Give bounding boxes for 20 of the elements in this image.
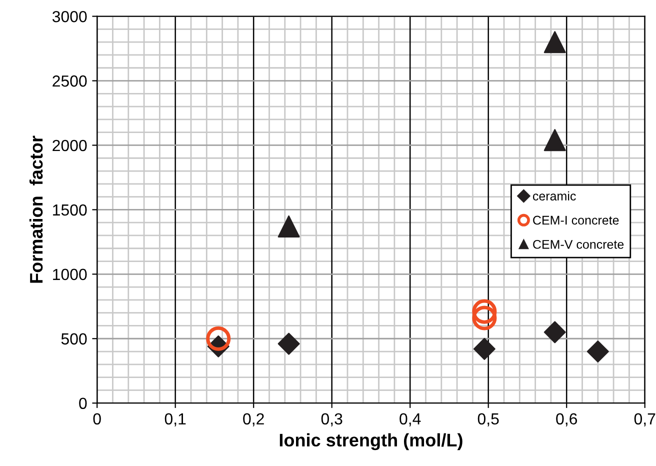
- y-tick-label: 2500: [52, 75, 87, 87]
- x-tick-label: 0,1: [164, 413, 186, 426]
- legend-label: ceramic: [532, 191, 576, 201]
- y-tick-label: 500: [61, 333, 87, 345]
- legend-label: CEM-V concrete: [533, 240, 624, 249]
- y-axis-title: Formation factor: [29, 136, 43, 283]
- y-tick-label: 2000: [52, 140, 87, 152]
- y-tick-label: 3000: [52, 10, 87, 22]
- x-tick-label: 0,3: [321, 413, 342, 426]
- x-tick-label: 0,6: [556, 413, 577, 426]
- x-tick-label: 0,5: [478, 413, 499, 426]
- x-tick-label: 0,4: [400, 413, 421, 426]
- x-tick-label: 0: [93, 413, 101, 425]
- x-axis-title: Ionic strength (mol/L): [280, 433, 462, 450]
- x-tick-label: 0,7: [634, 413, 656, 426]
- y-tick-label: 1500: [53, 204, 87, 216]
- x-tick-label: 0,2: [243, 413, 264, 426]
- y-tick-label: 0: [79, 398, 87, 410]
- y-tick-label: 1000: [53, 268, 87, 280]
- legend-label: CEM-I concrete: [533, 216, 619, 225]
